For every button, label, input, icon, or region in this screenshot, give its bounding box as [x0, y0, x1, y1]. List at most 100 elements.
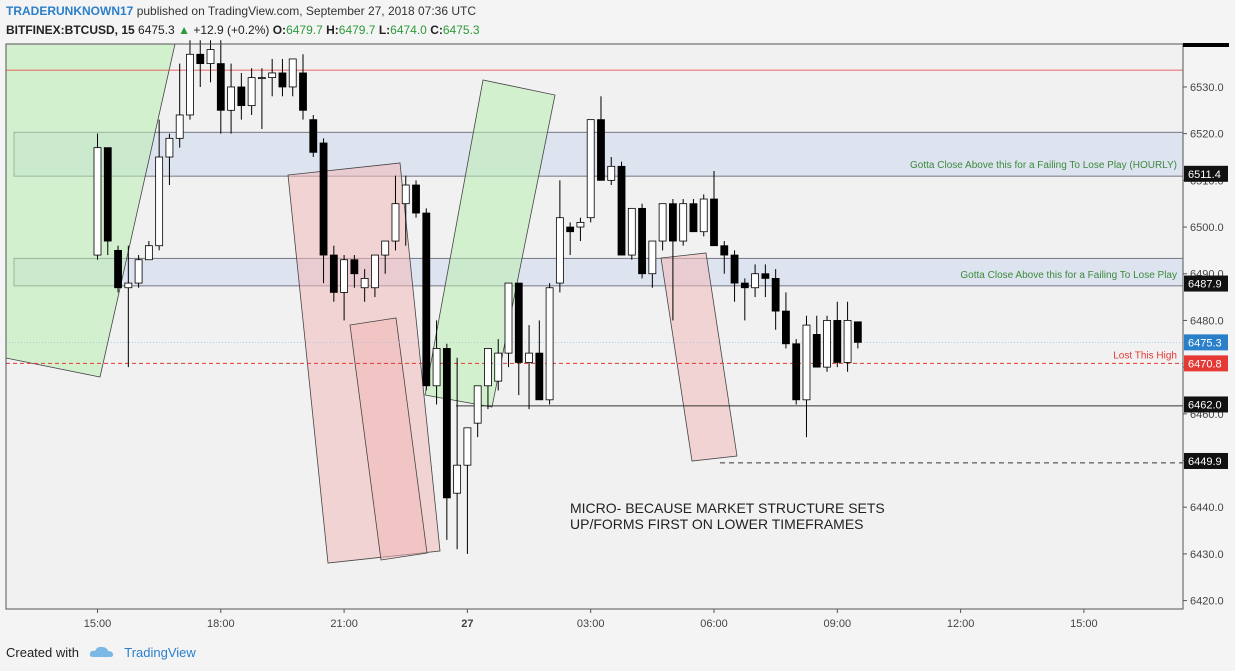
candle-body — [638, 207, 646, 275]
candle-body — [473, 385, 482, 424]
candle-body — [350, 259, 359, 275]
symbol-label[interactable]: BITFINEX:BTCUSD, 15 — [6, 23, 135, 37]
x-tick-label: 27 — [461, 618, 473, 630]
candle-body — [740, 282, 749, 289]
candle-body — [432, 348, 441, 387]
price-axis-bg — [1183, 44, 1235, 609]
candles-group — [93, 40, 862, 554]
candle-body — [124, 282, 133, 289]
candle-body — [412, 184, 420, 214]
candle-body — [206, 49, 215, 65]
candle-body — [175, 114, 184, 139]
candle-body — [617, 165, 626, 256]
candle-body — [566, 226, 575, 233]
y-tick-label: 6430.0 — [1190, 549, 1224, 561]
candle-body — [751, 273, 759, 289]
candle-body — [484, 348, 492, 387]
candle-body — [278, 72, 287, 88]
y-tick-label: 6440.0 — [1190, 502, 1224, 514]
candle-body — [288, 58, 297, 88]
high-label: H: — [326, 23, 339, 37]
candle-body — [853, 321, 862, 343]
zone-label-1: Gotta Close Above this for a Failing To … — [910, 160, 1177, 171]
footer: Created with TradingView — [6, 645, 196, 660]
y-tick-label: 6520.0 — [1190, 129, 1224, 141]
candle-body — [442, 348, 451, 499]
x-tick-label: 18:00 — [207, 618, 235, 630]
candle-body — [391, 203, 400, 242]
price-label: 6449.9 — [1188, 456, 1222, 468]
candle-body — [792, 343, 801, 401]
candle-body — [186, 53, 194, 116]
candle-body — [802, 324, 811, 401]
candle-body — [597, 119, 605, 181]
candle-body — [216, 63, 225, 111]
candle-body — [237, 86, 246, 107]
candle-body — [843, 320, 852, 363]
candle-body — [555, 217, 564, 284]
candle-body — [658, 203, 667, 242]
candle-body — [535, 352, 544, 401]
published-text: published on TradingView.com, September … — [136, 4, 477, 18]
candle-body — [114, 249, 122, 289]
candle-body — [134, 259, 143, 284]
ohlc-legend: BITFINEX:BTCUSD, 15 6475.3 ▲ +12.9 (+0.2… — [6, 23, 480, 37]
candle-body — [761, 273, 770, 279]
price-label-bg — [1184, 165, 1228, 182]
candle-body — [463, 427, 472, 466]
y-tick-label: 6530.0 — [1190, 82, 1224, 94]
price-label-bg — [1184, 275, 1228, 292]
publish-info: TRADERUNKNOWN17 published on TradingView… — [6, 4, 476, 18]
candle-body — [648, 240, 657, 275]
red-box-3 — [660, 252, 738, 462]
x-tick-label: 21:00 — [330, 618, 358, 630]
candle-body — [627, 207, 636, 256]
tradingview-link[interactable]: TradingView — [124, 645, 196, 660]
open-value: 6479.7 — [286, 23, 323, 37]
candle-body — [504, 282, 513, 354]
change-value: +12.9 (+0.2%) — [193, 23, 270, 37]
red-box-2 — [349, 317, 428, 561]
candle-body — [196, 53, 205, 65]
candle-body — [329, 254, 338, 293]
plot-border — [5, 43, 1184, 610]
zone-label-2: Gotta Close Above this for a Failing To … — [960, 270, 1177, 281]
candle-body — [319, 142, 328, 256]
author-link[interactable]: TRADERUNKNOWN17 — [6, 4, 134, 18]
annotation-line-2: UP/FORMS FIRST ON LOWER TIMEFRAMES — [570, 516, 864, 532]
x-tick-label: 09:00 — [824, 618, 852, 630]
candle-body — [823, 320, 831, 368]
up-arrow-icon: ▲ — [178, 23, 190, 37]
zone-2 — [13, 257, 1184, 287]
price-label-bg — [1184, 396, 1228, 413]
candle-body — [360, 278, 369, 289]
x-tick-label: 15:00 — [1070, 618, 1098, 630]
y-tick-label: 6420.0 — [1190, 596, 1224, 608]
candle-body — [371, 254, 379, 289]
high-value: 6479.7 — [338, 23, 376, 37]
x-tick-label: 03:00 — [577, 618, 605, 630]
candle-body — [782, 310, 790, 345]
price-label: 6487.9 — [1188, 279, 1222, 291]
price-label-bg — [1184, 334, 1228, 351]
candle-body — [268, 72, 277, 79]
candle-body — [833, 320, 842, 363]
candle-body — [812, 334, 821, 368]
created-with-text: Created with — [6, 645, 79, 660]
price-label-bg — [1184, 452, 1228, 469]
candle-body — [453, 464, 462, 494]
annotation-line-1: MICRO- BECAUSE MARKET STRUCTURE SETS — [570, 500, 885, 516]
candle-body — [144, 245, 153, 261]
candle-body — [340, 259, 349, 293]
candle-body — [730, 254, 739, 284]
candle-body — [576, 221, 585, 228]
candle-body — [155, 156, 164, 247]
candle-body — [299, 72, 307, 111]
x-tick-label: 12:00 — [947, 618, 975, 630]
candle-body — [309, 119, 318, 153]
candle-body — [771, 278, 780, 312]
price-label: 6470.8 — [1188, 358, 1222, 370]
candle-body — [103, 147, 112, 242]
price-label-bg — [1184, 355, 1228, 372]
